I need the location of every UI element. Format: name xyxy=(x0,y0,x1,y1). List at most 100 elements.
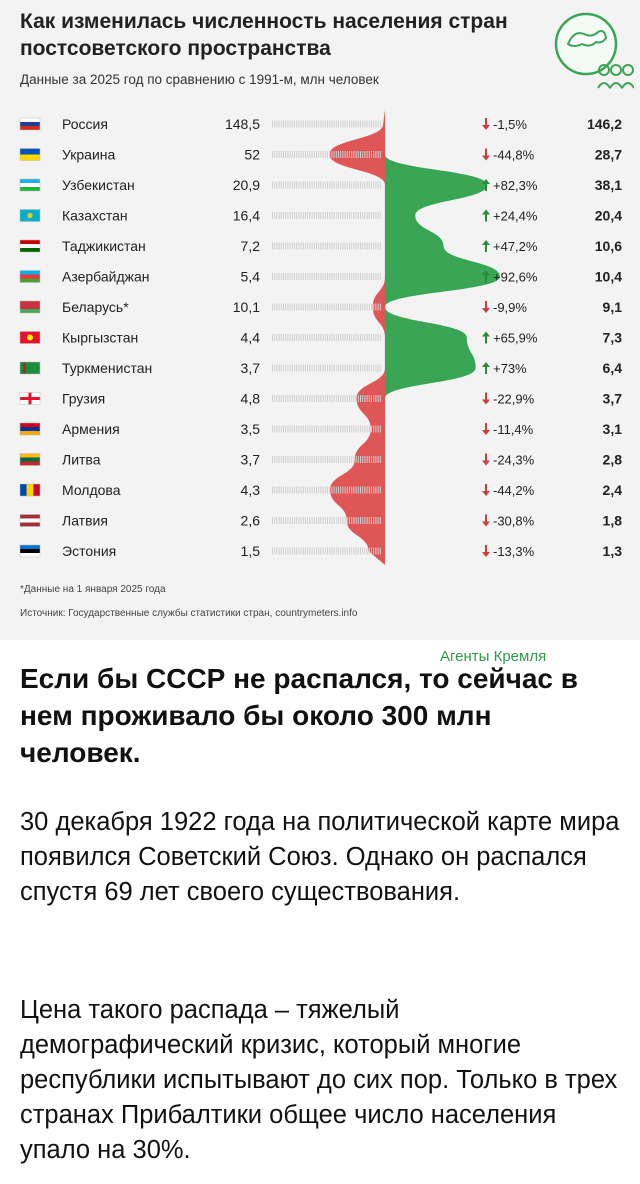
flag-stripe xyxy=(20,518,40,523)
flag-stripe xyxy=(20,118,40,122)
flag-kyrgyzstan-icon xyxy=(19,331,41,344)
flag-turkmenistan-icon xyxy=(19,361,41,375)
flag-stripe xyxy=(20,553,40,557)
value-2025: 10,6 xyxy=(595,238,622,254)
decline-area xyxy=(329,110,385,565)
flag-moldova-icon xyxy=(19,483,41,497)
arrow-head xyxy=(482,362,490,367)
change-percent: +92,6% xyxy=(493,270,538,285)
flag-stripe xyxy=(20,423,40,427)
flag-band xyxy=(23,362,26,374)
flag-uzbekistan-icon xyxy=(19,178,41,192)
value-2025: 1,3 xyxy=(603,543,623,559)
arrow-head xyxy=(482,491,490,496)
change-percent: +73% xyxy=(493,361,527,376)
value-1991: 10,1 xyxy=(233,299,260,315)
map-with-people-icon xyxy=(554,12,634,89)
arrow-head xyxy=(482,308,490,313)
flag-stripe xyxy=(20,154,40,161)
post-headline: Если бы СССР не распался, то сейчас в не… xyxy=(20,663,578,768)
arrow-head xyxy=(482,331,490,337)
country-name: Украина xyxy=(62,147,116,163)
flag-stripe xyxy=(20,431,40,435)
flag-stripe xyxy=(20,453,40,458)
flag-stripe xyxy=(26,484,34,496)
change-percent: +65,9% xyxy=(493,331,538,346)
arrow-head xyxy=(482,270,490,276)
post-paragraph-1: 30 декабря 1922 года на политической кар… xyxy=(20,808,620,906)
arrow-up-icon xyxy=(482,209,490,222)
infographic-card: Как изменилась численность населения стр… xyxy=(0,0,640,640)
flag-border xyxy=(19,300,41,314)
value-2025: 146,2 xyxy=(587,116,622,132)
flag-border xyxy=(19,331,41,344)
arrow-down-icon xyxy=(482,423,490,435)
flag-border xyxy=(19,178,41,192)
country-name: Таджикистан xyxy=(62,238,146,254)
value-1991: 1,5 xyxy=(241,543,261,559)
change-percent: -11,4% xyxy=(493,422,534,437)
flag-stripe xyxy=(33,484,40,496)
flag-stripe xyxy=(20,148,40,155)
arrow-head xyxy=(482,240,490,245)
change-percent: -24,3% xyxy=(493,453,535,468)
flag-stripe xyxy=(20,427,40,431)
flag-georgia-icon xyxy=(19,392,41,405)
value-2025: 6,4 xyxy=(603,360,623,376)
flag-stripe xyxy=(20,270,40,275)
flag-stripe xyxy=(20,514,40,519)
value-1991: 3,7 xyxy=(241,452,261,468)
flag-stripe xyxy=(20,183,40,187)
flag-stripe xyxy=(20,274,40,279)
growth-area xyxy=(385,110,500,565)
arrow-up-icon xyxy=(482,362,490,374)
arrow-up-icon xyxy=(482,331,490,344)
flag-sun xyxy=(27,212,33,219)
value-2025: 10,4 xyxy=(595,269,622,285)
flag-stripe xyxy=(20,545,40,549)
value-2025: 2,8 xyxy=(603,452,623,468)
flag-border xyxy=(19,453,41,466)
flag-cross xyxy=(20,397,40,400)
country-name: Беларусь* xyxy=(62,299,129,315)
country-name: Россия xyxy=(62,116,108,132)
flag-border xyxy=(19,483,41,497)
country-name: Грузия xyxy=(62,391,105,407)
value-2025: 7,3 xyxy=(603,330,623,346)
value-1991: 5,4 xyxy=(241,269,261,285)
value-1991: 3,5 xyxy=(241,421,261,437)
flag-border xyxy=(19,239,41,253)
change-percent: -9,9% xyxy=(493,300,527,315)
value-2025: 20,4 xyxy=(595,208,622,224)
value-1991: 148,5 xyxy=(225,116,260,132)
change-percent: +47,2% xyxy=(493,239,538,254)
change-percent: -30,8% xyxy=(493,514,535,529)
arrow-head xyxy=(482,125,490,130)
flag-kazakhstan-icon xyxy=(19,209,41,222)
watermark: Агенты Кремля xyxy=(440,648,547,665)
arrow-head xyxy=(482,179,490,184)
arrow-head xyxy=(482,430,490,435)
value-1991: 2,6 xyxy=(241,513,261,529)
arrow-up-icon xyxy=(482,270,490,283)
arrow-head xyxy=(482,209,490,215)
country-name: Азербайджан xyxy=(62,269,150,285)
flag-stripe xyxy=(20,301,40,305)
change-percent: +82,3% xyxy=(493,178,538,193)
flag-stripe xyxy=(20,179,40,183)
value-2025: 3,1 xyxy=(603,421,623,437)
value-2025: 1,8 xyxy=(603,513,623,529)
flag-stripe xyxy=(20,309,40,313)
flag-azerbaijan-icon xyxy=(19,270,41,283)
value-1991: 7,2 xyxy=(241,238,261,254)
value-1991: 4,3 xyxy=(241,482,261,498)
flag-stripe xyxy=(20,305,40,309)
value-1991: 4,4 xyxy=(241,330,261,346)
flag-border xyxy=(19,209,41,222)
change-percent: -44,2% xyxy=(493,483,535,498)
flag-stripe xyxy=(20,457,40,462)
flag-tajikistan-icon xyxy=(19,239,41,253)
flag-border xyxy=(19,270,41,283)
arrow-down-icon xyxy=(482,392,490,405)
flag-armenia-icon xyxy=(19,422,41,436)
